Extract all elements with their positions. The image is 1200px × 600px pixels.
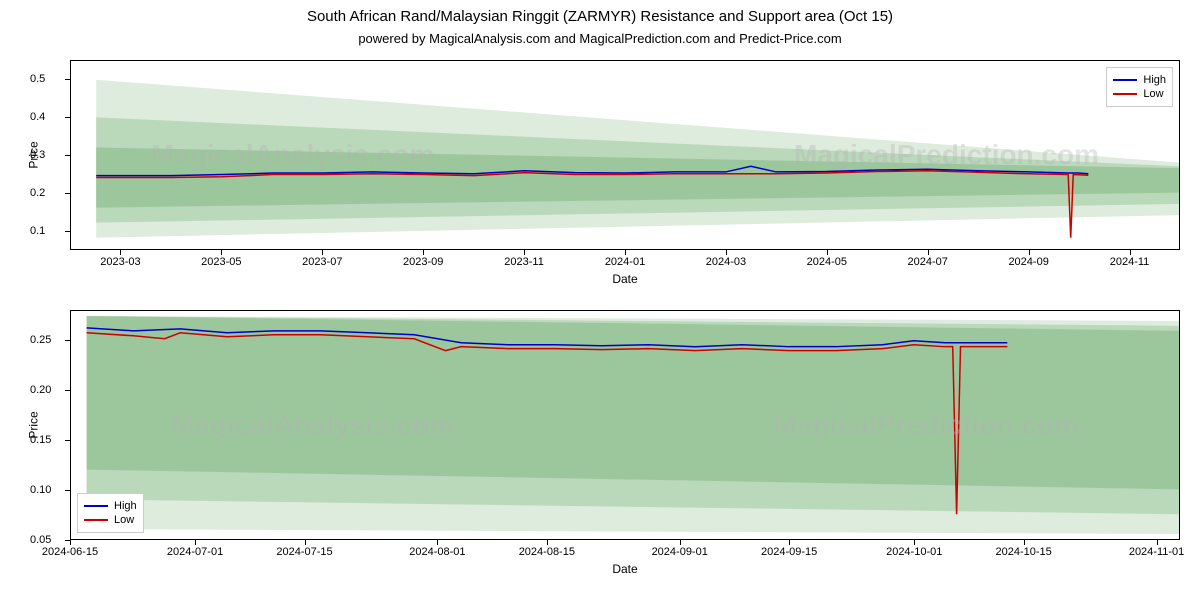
chart-panel-bottom: MagicalAnalysis.com MagicalPrediction.co… — [70, 310, 1180, 540]
y-tick-label: 0.15 — [30, 434, 51, 446]
legend-swatch-low — [1113, 93, 1137, 95]
y-tick-label: 0.3 — [30, 149, 45, 161]
x-tick-label: 2024-10-15 — [996, 546, 1052, 558]
legend-item-high: High — [1113, 74, 1166, 86]
x-tick-label: 2023-09 — [403, 256, 443, 268]
legend-label-high: High — [114, 500, 137, 512]
legend-label-low: Low — [114, 514, 134, 526]
x-tick-label: 2024-11 — [1110, 256, 1150, 268]
legend-item-high: High — [84, 500, 137, 512]
x-axis-label-top: Date — [612, 272, 637, 286]
x-tick-label: 2023-07 — [302, 256, 342, 268]
chart-subtitle: powered by MagicalAnalysis.com and Magic… — [0, 25, 1200, 46]
legend-top: High Low — [1106, 67, 1173, 107]
chart-title: South African Rand/Malaysian Ringgit (ZA… — [0, 0, 1200, 25]
y-tick-label: 0.05 — [30, 534, 51, 546]
x-tick-label: 2023-11 — [504, 256, 544, 268]
legend-swatch-high — [1113, 79, 1137, 81]
x-tick-label: 2024-10-01 — [886, 546, 942, 558]
x-tick-label: 2023-05 — [201, 256, 241, 268]
x-tick-label: 2024-09-01 — [652, 546, 708, 558]
y-tick-label: 0.10 — [30, 484, 51, 496]
legend-label-high: High — [1143, 74, 1166, 86]
y-tick-label: 0.4 — [30, 111, 45, 123]
x-tick-label: 2024-09-15 — [761, 546, 817, 558]
legend-label-low: Low — [1143, 88, 1163, 100]
x-tick-label: 2024-05 — [807, 256, 847, 268]
legend-item-low: Low — [84, 514, 137, 526]
y-tick-label: 0.25 — [30, 334, 51, 346]
y-tick-label: 0.1 — [30, 225, 45, 237]
x-tick-label: 2024-03 — [706, 256, 746, 268]
x-tick-label: 2024-09 — [1008, 256, 1048, 268]
plot-area-bottom: MagicalAnalysis.com MagicalPrediction.co… — [70, 310, 1180, 540]
legend-swatch-low — [84, 519, 108, 521]
legend-item-low: Low — [1113, 88, 1166, 100]
x-tick-label: 2024-08-01 — [409, 546, 465, 558]
y-tick-label: 0.20 — [30, 384, 51, 396]
plot-area-top: MagicalAnalysis.com MagicalPrediction.co… — [70, 60, 1180, 250]
x-tick-label: 2024-01 — [605, 256, 645, 268]
chart-panel-top: MagicalAnalysis.com MagicalPrediction.co… — [70, 60, 1180, 250]
x-tick-label: 2024-11-01 — [1129, 546, 1184, 558]
x-tick-label: 2024-07-01 — [167, 546, 223, 558]
legend-swatch-high — [84, 505, 108, 507]
x-tick-label: 2024-07 — [908, 256, 948, 268]
x-tick-label: 2023-03 — [100, 256, 140, 268]
x-axis-label-bottom: Date — [612, 562, 637, 576]
x-tick-label: 2024-08-15 — [519, 546, 575, 558]
y-tick-label: 0.5 — [30, 73, 45, 85]
x-tick-label: 2024-06-15 — [42, 546, 98, 558]
y-tick-label: 0.2 — [30, 187, 45, 199]
x-tick-label: 2024-07-15 — [276, 546, 332, 558]
legend-bottom: High Low — [77, 493, 144, 533]
